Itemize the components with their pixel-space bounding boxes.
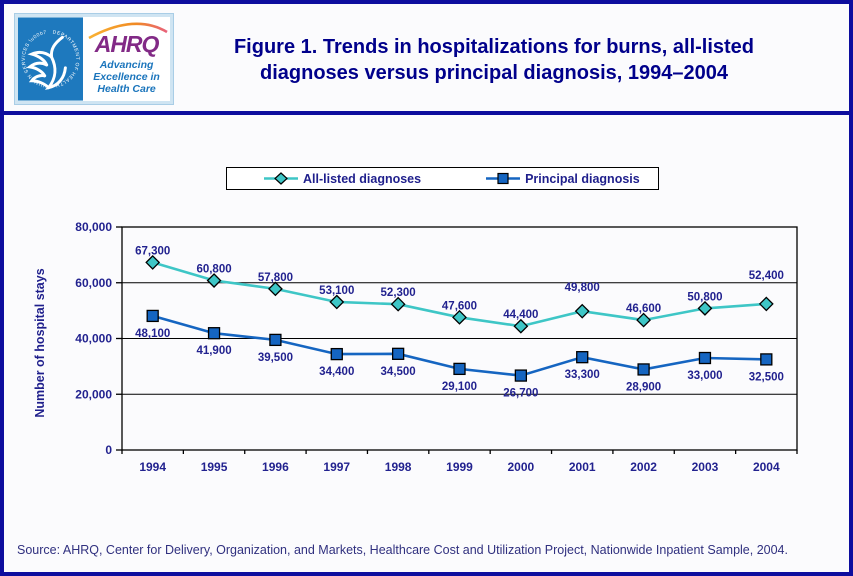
x-tick-label: 1995 [201,460,228,474]
x-tick-label: 1998 [385,460,412,474]
source-note: Source: AHRQ, Center for Delivery, Organ… [17,543,788,557]
data-point [513,318,529,334]
legend-diamond-marker-icon [264,172,298,185]
data-point [698,351,712,365]
header-divider [4,111,849,115]
data-point [207,327,221,340]
y-tick-label: 20,000 [75,387,112,401]
data-point [636,312,652,328]
data-label: 26,700 [503,388,538,400]
data-point [267,281,283,297]
hhs-seal-icon: DEPARTMENT OF HEALTH & HUMAN SERVICES \u… [18,17,84,101]
data-point [206,273,222,288]
legend-label: Principal diagnosis [525,171,640,186]
data-label: 60,800 [196,264,231,276]
data-label: 33,300 [565,369,600,381]
data-label: 34,500 [381,366,416,378]
line-chart: 0 20,000 40,000 60,000 80,000 1994 1995 1996 199… [75,220,798,474]
data-point [574,303,590,319]
legend-item-all-listed-diagnoses: All-listed diagnoses [263,172,421,186]
data-label: 52,400 [749,270,784,282]
data-label: 53,100 [319,285,354,297]
axes: 0 20,000 40,000 60,000 80,000 1994 1995 1996 199… [75,220,798,474]
y-tick-label: 40,000 [75,332,112,346]
legend-label: All-listed diagnoses [303,171,422,186]
figure-title: Figure 1. Trends in hospitalizations for… [233,36,755,84]
x-tick-label: 1999 [446,460,473,474]
data-label: 49,800 [565,282,600,294]
y-tick-label: 80,000 [75,220,112,234]
data-point [576,351,589,364]
chart-legend: All-listed diagnoses Principal diagnosis [226,167,659,190]
data-point [514,369,528,382]
data-point [146,309,159,323]
ahrq-arc-icon [88,22,168,39]
data-label: 33,000 [687,370,722,382]
data-point [330,347,343,361]
y-tick-label: 60,000 [75,276,112,290]
ahrq-tagline: Advancing Excellence in Health Care [93,59,160,96]
y-tick-label: 0 [105,443,112,457]
series-1: 48,100 41,900 39,500 34,400 34,500 29,100 26,7… [135,309,784,400]
series-0: 67,300 60,800 57,800 53,100 52,300 47,600 44,4… [135,245,784,334]
data-point [637,363,650,376]
data-point [453,362,466,376]
data-point [760,353,773,366]
data-label: 47,600 [442,300,477,312]
data-point [758,296,774,312]
data-label: 41,900 [196,345,231,357]
ahrq-wordmark: AHRQ [94,31,160,57]
x-tick-label: 2004 [753,460,780,474]
data-point [452,309,467,325]
x-tick-label: 2002 [630,460,657,474]
data-label: 46,600 [626,303,661,315]
data-label: 28,900 [626,381,661,393]
data-label: 48,100 [135,328,170,340]
data-label: 67,300 [135,245,170,257]
x-tick-label: 1996 [262,460,289,474]
data-label: 57,800 [258,272,293,284]
data-label: 32,500 [749,371,784,383]
data-point [269,333,282,347]
x-tick-label: 1997 [323,460,350,474]
x-tick-label: 2001 [569,460,596,474]
data-point [391,347,405,360]
data-label: 29,100 [442,381,477,393]
x-tick-label: 2003 [692,460,719,474]
data-label: 39,500 [258,352,293,364]
ahrq-logo: AHRQ Advancing Excellence in Health Care [83,17,170,101]
x-tick-label: 1994 [139,460,166,474]
hhs-ahrq-logo: DEPARTMENT OF HEALTH & HUMAN SERVICES \u… [14,13,174,105]
data-point [329,294,345,310]
data-label: 52,300 [381,287,416,299]
data-label: 50,800 [687,291,722,303]
data-label: 44,400 [503,309,538,321]
data-point [145,254,161,270]
legend-square-marker-icon [486,172,521,185]
data-point [697,300,713,316]
x-tick-label: 2000 [508,460,535,474]
data-point [390,296,406,312]
data-label: 34,400 [319,366,354,378]
legend-item-principal-diagnosis: Principal diagnosis [485,172,640,186]
